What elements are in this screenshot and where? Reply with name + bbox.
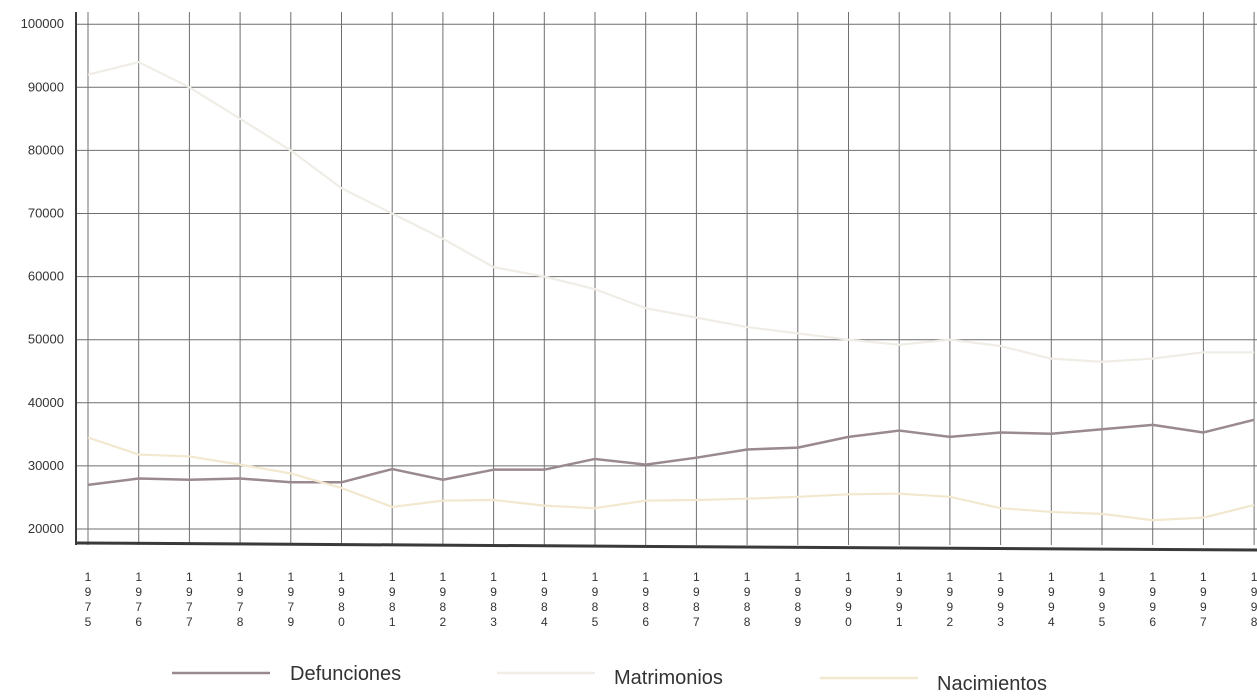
series-line-defunciones bbox=[87, 418, 1255, 487]
legend-item-nacimientos: Nacimientos bbox=[820, 673, 1047, 695]
legend-item-matrimonios: Matrimonios bbox=[497, 667, 723, 689]
legend-label-nacimientos: Nacimientos bbox=[937, 673, 1047, 695]
legend-item-defunciones: Defunciones bbox=[172, 663, 401, 685]
y-tick-label: 60000 bbox=[28, 269, 64, 284]
y-tick-label: 100000 bbox=[21, 16, 64, 31]
y-tick-label: 30000 bbox=[28, 458, 64, 473]
y-tick-label: 20000 bbox=[28, 521, 64, 536]
grid bbox=[76, 12, 1257, 545]
legend-label-defunciones: Defunciones bbox=[290, 663, 401, 685]
legend-label-matrimonios: Matrimonios bbox=[614, 667, 723, 689]
y-tick-labels: 20000 30000 40000 50000 60000 70000 80000 90000… bbox=[21, 16, 64, 536]
x-axis-line bbox=[75, 541, 1257, 552]
series-line-nacimientos bbox=[87, 436, 1255, 522]
x-tick-labels: 1 9 7 5 1 9 7 6 1 9 7 7 1 9 7 8 1 9 7 9 1 9 8 0 1 9 8 1 1 9 8 2 1 9 8 3 1 9 8 4… bbox=[85, 570, 1257, 629]
y-tick-label: 90000 bbox=[28, 79, 64, 94]
series-lines bbox=[87, 60, 1255, 522]
legend: Defunciones Matrimonios Nacimientos bbox=[172, 663, 1047, 695]
axes bbox=[75, 12, 1257, 552]
y-tick-label: 80000 bbox=[28, 142, 64, 157]
y-tick-label: 40000 bbox=[28, 395, 64, 410]
y-tick-label: 70000 bbox=[28, 206, 64, 221]
y-tick-label: 50000 bbox=[28, 332, 64, 347]
series-line-matrimonios bbox=[87, 60, 1255, 363]
